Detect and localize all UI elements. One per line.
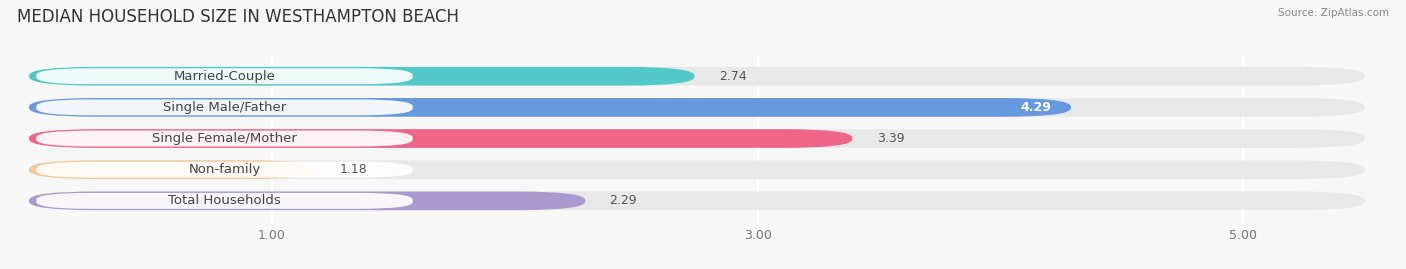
- Text: Total Households: Total Households: [169, 194, 281, 207]
- FancyBboxPatch shape: [30, 67, 695, 86]
- Text: Single Male/Father: Single Male/Father: [163, 101, 287, 114]
- Text: 4.29: 4.29: [1021, 101, 1052, 114]
- Text: 3.39: 3.39: [877, 132, 904, 145]
- Text: Source: ZipAtlas.com: Source: ZipAtlas.com: [1278, 8, 1389, 18]
- FancyBboxPatch shape: [30, 192, 585, 210]
- Text: 2.74: 2.74: [718, 70, 747, 83]
- Text: Single Female/Mother: Single Female/Mother: [152, 132, 297, 145]
- FancyBboxPatch shape: [30, 192, 1365, 210]
- FancyBboxPatch shape: [30, 160, 315, 179]
- FancyBboxPatch shape: [37, 68, 413, 84]
- Text: MEDIAN HOUSEHOLD SIZE IN WESTHAMPTON BEACH: MEDIAN HOUSEHOLD SIZE IN WESTHAMPTON BEA…: [17, 8, 458, 26]
- Text: 2.29: 2.29: [609, 194, 637, 207]
- FancyBboxPatch shape: [30, 67, 1365, 86]
- FancyBboxPatch shape: [30, 98, 1365, 117]
- Text: 1.18: 1.18: [340, 163, 367, 176]
- FancyBboxPatch shape: [30, 98, 1071, 117]
- FancyBboxPatch shape: [37, 193, 413, 209]
- FancyBboxPatch shape: [30, 129, 852, 148]
- Text: Non-family: Non-family: [188, 163, 260, 176]
- FancyBboxPatch shape: [37, 130, 413, 147]
- FancyBboxPatch shape: [30, 160, 1365, 179]
- FancyBboxPatch shape: [37, 100, 413, 115]
- FancyBboxPatch shape: [30, 129, 1365, 148]
- Text: Married-Couple: Married-Couple: [173, 70, 276, 83]
- FancyBboxPatch shape: [37, 162, 413, 178]
